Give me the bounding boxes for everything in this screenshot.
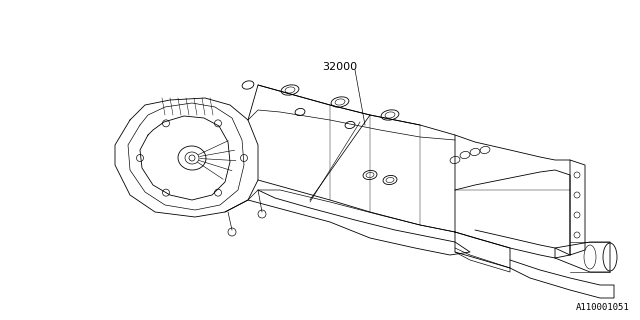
Text: A110001051: A110001051 xyxy=(576,303,630,312)
Text: 32000: 32000 xyxy=(323,62,358,72)
